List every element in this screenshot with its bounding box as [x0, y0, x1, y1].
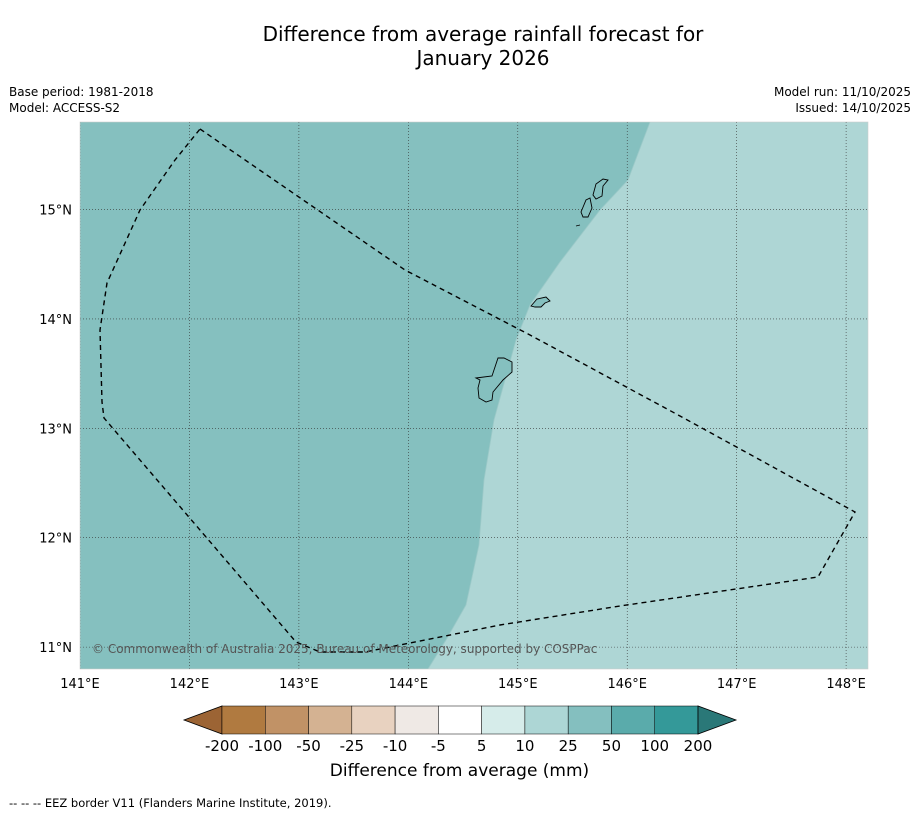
lat-tick-label: 15°N	[39, 204, 72, 219]
colorbar-label: -100	[248, 737, 283, 755]
model-text: Model: ACCESS-S2	[9, 101, 121, 115]
colorbar-label: 5	[476, 737, 487, 755]
colorbar-label: 200	[683, 737, 713, 755]
issued-text: Issued: 14/10/2025	[795, 101, 911, 115]
colorbar-swatch	[481, 705, 526, 735]
copyright-text: © Commonwealth of Australia 2025, Bureau…	[92, 642, 597, 656]
colorbar-swatch	[438, 705, 482, 735]
map-frame	[79, 121, 869, 670]
lon-tick-label: 144°E	[389, 677, 429, 692]
colorbar-swatch	[308, 705, 353, 735]
eez-border	[99, 128, 856, 653]
island-aguijan	[575, 224, 581, 227]
colorbar-swatch	[611, 705, 655, 735]
model-run-text: Model run: 11/10/2025	[773, 85, 911, 99]
colorbar-label: -50	[296, 737, 321, 755]
meta-left: Base period: 1981-2018 Model: ACCESS-S2	[9, 84, 154, 116]
islands	[474, 178, 609, 403]
base-period-text: Base period: 1981-2018	[9, 85, 154, 99]
colorbar-swatch	[654, 705, 699, 735]
title-line-2: January 2026	[416, 46, 550, 70]
lon-tick-label: 143°E	[279, 677, 319, 692]
region-25-to-50	[428, 122, 868, 669]
longitude-ticks: 141°E 142°E 143°E 144°E 145°E 146°E 147°E 148°E	[60, 677, 866, 692]
colorbar-extend-low	[182, 705, 223, 735]
colorbar-swatch	[221, 705, 266, 735]
meta-right: Model run: 11/10/2025 Issued: 14/10/2025	[774, 84, 911, 116]
colorbar-swatch	[524, 705, 569, 735]
lat-tick-label: 13°N	[39, 422, 72, 437]
colorbar-label: -5	[430, 737, 446, 755]
contour-boundary	[427, 122, 651, 669]
colorbar-label: 25	[558, 737, 578, 755]
island-saipan	[592, 178, 609, 200]
colorbar-extend-high	[697, 705, 738, 735]
colorbar-swatch	[394, 705, 439, 735]
title-line-1: Difference from average rainfall forecas…	[262, 22, 704, 46]
colorbar	[182, 705, 738, 735]
island-tinian	[580, 197, 593, 218]
colorbar-swatch	[265, 705, 309, 735]
colorbar-label: 10	[515, 737, 535, 755]
lat-tick-label: 12°N	[39, 532, 72, 547]
colorbar-label: -25	[339, 737, 365, 755]
colorbar-title: Difference from average (mm)	[329, 761, 590, 781]
island-guam	[474, 357, 513, 403]
chart-title: Difference from average rainfall forecas…	[0, 22, 919, 70]
colorbar-label: -10	[382, 737, 408, 755]
lat-tick-label: 11°N	[39, 641, 72, 656]
lon-tick-label: 148°E	[826, 677, 866, 692]
colorbar-label: 50	[601, 737, 621, 755]
colorbar-swatch	[567, 705, 612, 735]
lon-tick-label: 142°E	[170, 677, 210, 692]
eez-footnote: -- -- -- EEZ border V11 (Flanders Marine…	[9, 796, 332, 810]
lon-tick-label: 145°E	[498, 677, 538, 692]
lat-tick-label: 14°N	[39, 313, 72, 328]
map-area: © Commonwealth of Australia 2025, Bureau…	[80, 122, 868, 669]
lon-tick-label: 147°E	[717, 677, 757, 692]
latitude-ticks: 15°N 14°N 13°N 12°N 11°N	[39, 204, 72, 657]
colorbar-label: -200	[204, 737, 240, 755]
lon-tick-label: 141°E	[60, 677, 100, 692]
colorbar-swatch	[351, 705, 396, 735]
island-rota	[530, 296, 551, 308]
gridlines	[80, 122, 868, 669]
lon-tick-label: 146°E	[607, 677, 647, 692]
colorbar-labels: -200 -100 -50 -25 -10 -5 5 10 25 50 100 200	[0, 737, 919, 757]
colorbar-label: 100	[640, 737, 670, 755]
